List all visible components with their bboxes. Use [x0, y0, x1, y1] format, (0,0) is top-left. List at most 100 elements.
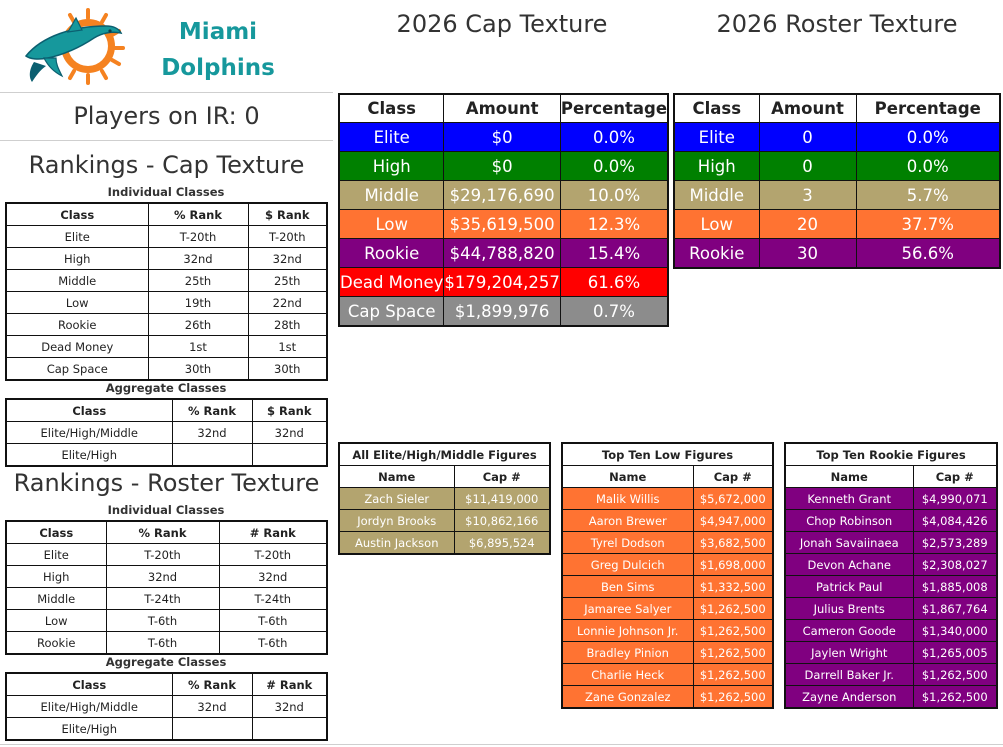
table-header-row: Class % Rank # Rank: [5, 520, 328, 544]
divider: [0, 92, 333, 93]
team-name-line2: Dolphins: [161, 55, 275, 81]
cell-cap: $2,573,289: [912, 531, 998, 554]
cell-class: Middle: [5, 587, 107, 610]
cell-cap: $1,262,500: [692, 685, 774, 709]
cell-name: Zane Gonzalez: [561, 685, 694, 709]
cell-class: Rookie: [338, 238, 445, 268]
cell-amount: 0: [758, 151, 857, 181]
table-row-low: Low 20 37.7%: [673, 209, 1001, 239]
cell-name: Charlie Heck: [561, 663, 694, 686]
table-row: Cap Space 30th 30th: [5, 357, 328, 381]
table-row: Greg Dulcich $1,698,000: [561, 553, 774, 576]
cell-cap: $1,698,000: [692, 553, 774, 576]
cell-pct-rank: 32nd: [171, 695, 253, 718]
cell-name: Jonah Savaiinaea: [784, 531, 914, 554]
cell-count-rank: [251, 717, 328, 741]
header-dollar-rank: $ Rank: [251, 398, 328, 422]
cell-amount: $0: [443, 151, 561, 181]
cell-class: Elite/High/Middle: [5, 695, 173, 718]
cell-class: High: [5, 247, 149, 270]
cell-percentage: 61.6%: [559, 267, 669, 297]
cell-cap: $3,682,500: [692, 531, 774, 554]
header-amount: Amount: [758, 93, 857, 123]
cell-cap: $1,340,000: [912, 619, 998, 642]
cell-pct-rank: T-20th: [147, 225, 249, 248]
cell-name: Greg Dulcich: [561, 553, 694, 576]
cell-pct-rank: [171, 717, 253, 741]
table-row: Malik Willis $5,672,000: [561, 487, 774, 510]
cap-texture-table: Class Amount Percentage Elite $0 0.0% High…: [338, 93, 670, 327]
cell-name: Bradley Pinion: [561, 641, 694, 664]
header-pct-rank: % Rank: [147, 202, 249, 226]
header-percentage: Percentage: [855, 93, 1001, 123]
cell-class: Cap Space: [5, 357, 149, 381]
cap-aggregate-label: Aggregate Classes: [105, 381, 227, 395]
cell-percentage: 0.0%: [559, 151, 669, 181]
cell-name: Ben Sims: [561, 575, 694, 598]
cell-amount: $0: [443, 122, 561, 152]
header-class: Class: [5, 672, 173, 696]
cell-cap: $6,895,524: [453, 531, 551, 555]
table-header-row: Class % Rank # Rank: [5, 672, 328, 696]
cell-name: Aaron Brewer: [561, 509, 694, 532]
cell-pct-rank: 32nd: [105, 565, 220, 588]
table-title-row: Top Ten Rookie Figures: [784, 442, 998, 466]
header-class: Class: [338, 93, 445, 123]
low-figures-title: Top Ten Low Figures: [561, 442, 774, 466]
cell-cap: $1,332,500: [692, 575, 774, 598]
cell-dollar-rank: 32nd: [251, 421, 328, 444]
cell-name: Cameron Goode: [784, 619, 914, 642]
cell-amount: 3: [758, 180, 857, 210]
roster-aggregate-rankings-table: Class % Rank # Rank Elite/High/Middle 32n…: [5, 672, 328, 741]
table-row-rookie: Rookie 30 56.6%: [673, 238, 1001, 269]
cell-name: Malik Willis: [561, 487, 694, 510]
table-row: Middle T-24th T-24th: [5, 587, 328, 610]
table-row: Bradley Pinion $1,262,500: [561, 641, 774, 664]
cell-class: Low: [673, 209, 760, 239]
table-row: Middle 25th 25th: [5, 269, 328, 292]
cell-percentage: 0.0%: [855, 122, 1001, 152]
ehm-figures-title: All Elite/High/Middle Figures: [338, 442, 551, 466]
cell-dollar-rank: 22nd: [247, 291, 328, 314]
header-class: Class: [5, 202, 149, 226]
cell-amount: 30: [758, 238, 857, 269]
cell-cap: $2,308,027: [912, 553, 998, 576]
players-on-ir: Players on IR: 0: [73, 102, 260, 130]
cell-class: Rookie: [5, 631, 107, 655]
header-class: Class: [5, 520, 107, 544]
table-row: Lonnie Johnson Jr. $1,262,500: [561, 619, 774, 642]
cap-aggregate-rankings-table: Class % Rank $ Rank Elite/High/Middle 32n…: [5, 398, 328, 467]
table-row: Low 19th 22nd: [5, 291, 328, 314]
cell-count-rank: 32nd: [218, 565, 328, 588]
cell-class: Elite/High/Middle: [5, 421, 173, 444]
table-row-middle: Middle $29,176,690 10.0%: [338, 180, 669, 210]
cell-name: Patrick Paul: [784, 575, 914, 598]
header-percentage: Percentage: [559, 93, 669, 123]
cell-percentage: 10.0%: [559, 180, 669, 210]
cell-pct-rank: [171, 443, 253, 467]
cell-class: Elite: [673, 122, 760, 152]
cell-name: Zayne Anderson: [784, 685, 914, 709]
header-pct-rank: % Rank: [105, 520, 220, 544]
divider: [0, 744, 1003, 745]
cap-texture-title: 2026 Cap Texture: [396, 10, 608, 38]
cell-dollar-rank: 1st: [247, 335, 328, 358]
roster-individual-rankings-table: Class % Rank # Rank Elite T-20th T-20th Hi…: [5, 520, 328, 655]
cell-dollar-rank: 32nd: [247, 247, 328, 270]
table-header-row: Class % Rank $ Rank: [5, 398, 328, 422]
cell-name: Jamaree Salyer: [561, 597, 694, 620]
table-row: Elite/High: [5, 443, 328, 467]
cell-percentage: 15.4%: [559, 238, 669, 268]
cell-name: Lonnie Johnson Jr.: [561, 619, 694, 642]
cell-cap: $4,947,000: [692, 509, 774, 532]
roster-texture-table: Class Amount Percentage Elite 0 0.0% High 0…: [673, 93, 1001, 269]
ehm-figures-table: All Elite/High/Middle Figures Name Cap #…: [338, 442, 551, 555]
table-row: Jaylen Wright $1,265,005: [784, 641, 998, 664]
cell-pct-rank: T-20th: [105, 543, 220, 566]
dolphin-logo-icon: [24, 8, 125, 85]
cell-class: Elite/High: [5, 717, 173, 741]
cell-class: Middle: [338, 180, 445, 210]
team-name-line1: Miami: [178, 19, 258, 45]
table-row-rookie: Rookie $44,788,820 15.4%: [338, 238, 669, 268]
cell-pct-rank: 30th: [147, 357, 249, 381]
